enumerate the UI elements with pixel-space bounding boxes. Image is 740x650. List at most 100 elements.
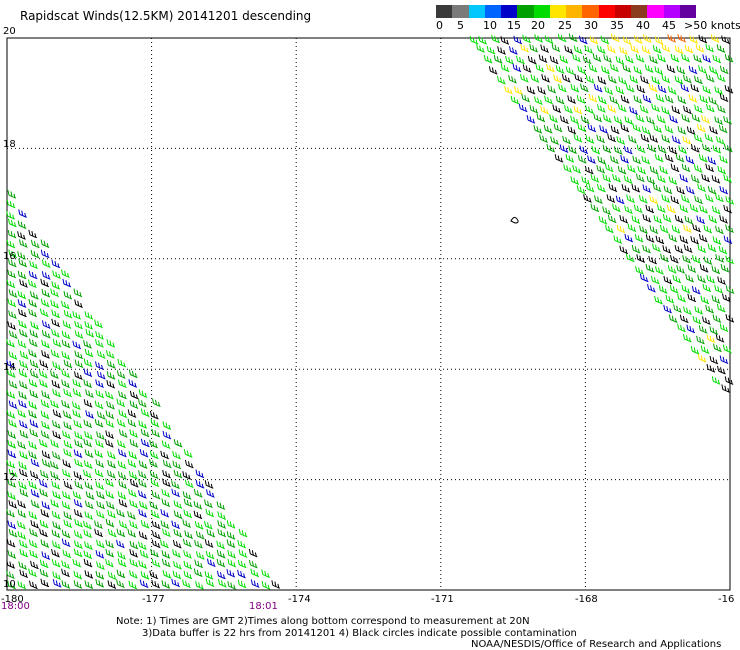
wind-barb <box>7 430 17 439</box>
wind-barb <box>40 469 49 479</box>
wind-barb <box>560 115 569 125</box>
wind-barb <box>61 269 70 278</box>
wind-barb <box>666 204 676 214</box>
wind-barb <box>204 539 214 548</box>
wind-barb <box>633 204 643 214</box>
wind-barb <box>151 428 161 438</box>
wind-barb <box>646 175 656 185</box>
wind-barb <box>505 55 514 65</box>
wind-barb <box>51 379 61 389</box>
wind-barb <box>590 203 600 213</box>
wind-barb <box>608 183 618 192</box>
wind-barb <box>652 243 661 253</box>
wind-barb <box>63 359 73 369</box>
wind-barb <box>237 579 247 589</box>
wind-barb <box>96 561 105 570</box>
wind-barb <box>557 33 567 43</box>
wind-barb <box>706 364 716 373</box>
wind-barb <box>95 379 104 388</box>
wind-barb <box>570 83 580 93</box>
wind-barb <box>72 340 82 350</box>
colorbar-tick-label: 15 <box>507 19 521 32</box>
wind-barb <box>74 371 83 380</box>
wind-barb <box>486 45 496 55</box>
wind-barb <box>96 510 105 519</box>
wind-barb <box>149 450 159 460</box>
wind-barb <box>636 144 646 154</box>
lon-label-174: -174 <box>288 594 311 605</box>
wind-barb <box>710 34 720 43</box>
lat-label-18: 18 <box>3 139 16 150</box>
wind-barb <box>478 36 488 45</box>
wind-barb <box>84 500 94 510</box>
wind-barb <box>616 224 626 234</box>
wind-barb <box>642 94 652 103</box>
wind-barb <box>50 460 59 470</box>
wind-barb <box>677 293 686 303</box>
wind-barb <box>681 194 690 204</box>
wind-barb <box>129 390 139 400</box>
wind-barb <box>83 419 93 429</box>
wind-barb <box>653 124 662 133</box>
colorbar-swatch <box>533 5 550 18</box>
wind-barb <box>73 288 83 298</box>
wind-barb <box>74 359 84 368</box>
wind-barb <box>549 114 558 123</box>
wind-barb <box>19 468 28 478</box>
wind-barb <box>18 308 27 318</box>
wind-barb <box>129 439 139 448</box>
wind-barb <box>607 104 617 113</box>
wind-barb <box>50 288 59 298</box>
wind-barb <box>84 580 94 589</box>
wind-barb <box>18 390 28 400</box>
wind-barb <box>116 508 125 518</box>
wind-barb <box>107 450 116 460</box>
wind-barb <box>30 489 40 498</box>
wind-barb <box>565 66 575 75</box>
wind-barb <box>629 74 639 84</box>
wind-barb <box>41 259 51 268</box>
wind-barb <box>40 539 50 548</box>
wind-barb <box>8 380 18 389</box>
wind-barb <box>719 215 728 224</box>
wind-barb <box>19 380 28 390</box>
wind-barb <box>129 400 139 409</box>
wind-barb <box>40 410 50 420</box>
wind-barb <box>140 571 150 580</box>
wind-barb <box>73 580 83 589</box>
wind-barb <box>193 489 203 498</box>
wind-barb <box>677 95 687 104</box>
wind-barb <box>648 255 658 265</box>
colorbar-swatch <box>598 5 615 18</box>
wind-barb <box>72 490 82 500</box>
wind-barb <box>173 510 183 519</box>
lon-label-168: -168 <box>575 594 598 605</box>
wind-barb <box>106 400 115 410</box>
wind-barb <box>162 478 171 488</box>
wind-barb <box>41 450 51 459</box>
wind-barb <box>171 578 180 588</box>
wind-barb <box>578 35 588 45</box>
wind-barb <box>725 314 735 323</box>
wind-barb <box>160 450 169 460</box>
wind-barb <box>107 459 116 469</box>
wind-barb <box>171 480 180 489</box>
wind-barb <box>653 215 663 224</box>
wind-barb <box>95 481 105 490</box>
wind-barb <box>248 559 258 569</box>
wind-barb <box>670 195 680 205</box>
wind-barb <box>723 115 732 125</box>
wind-barb <box>707 156 717 165</box>
wind-barb <box>540 44 550 53</box>
wind-barb <box>692 255 701 264</box>
wind-barb <box>561 74 571 83</box>
wind-barb <box>150 478 160 487</box>
wind-barb <box>716 136 725 145</box>
wind-barb <box>84 481 94 490</box>
wind-barb <box>686 126 696 135</box>
wind-barb <box>529 104 539 114</box>
wind-barb <box>118 390 127 400</box>
wind-barb <box>533 125 543 134</box>
wind-barb <box>8 419 17 428</box>
wind-barb <box>216 501 226 510</box>
